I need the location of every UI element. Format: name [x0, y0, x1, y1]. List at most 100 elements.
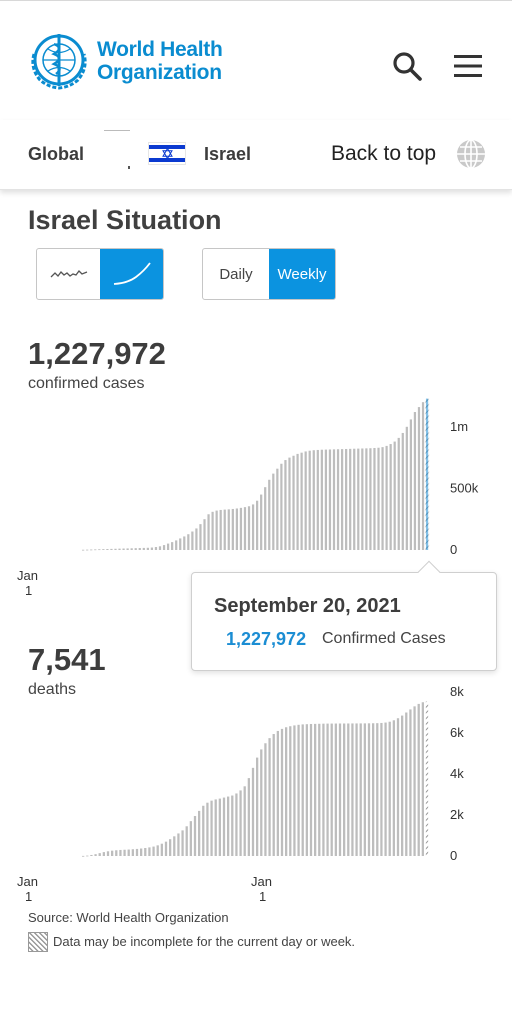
who-emblem-icon[interactable]: [26, 30, 92, 90]
chart-bar[interactable]: [90, 549, 93, 551]
chart-bar[interactable]: [187, 534, 190, 550]
chart-bar[interactable]: [296, 453, 299, 550]
chart-bar[interactable]: [98, 549, 101, 551]
chart-bar[interactable]: [385, 445, 388, 550]
chart-bar[interactable]: [183, 536, 186, 550]
chart-bar[interactable]: [256, 500, 259, 550]
chart-bar[interactable]: [110, 548, 113, 550]
chart-bar[interactable]: [193, 816, 197, 856]
chart-bar[interactable]: [363, 723, 366, 856]
chart-bar[interactable]: [397, 437, 400, 550]
chart-bar[interactable]: [359, 723, 362, 856]
chart-bar[interactable]: [131, 849, 134, 856]
chart-bar[interactable]: [86, 549, 89, 551]
chart-bar[interactable]: [312, 450, 315, 550]
chart-bar[interactable]: [272, 734, 275, 856]
chart-bar[interactable]: [102, 549, 105, 550]
linear-chart-option[interactable]: [37, 249, 100, 299]
chart-bar[interactable]: [318, 723, 321, 856]
chart-bar[interactable]: [293, 725, 296, 856]
chart-bar[interactable]: [332, 449, 336, 550]
chart-bar[interactable]: [280, 728, 284, 856]
chart-bar[interactable]: [171, 542, 174, 550]
chart-bar[interactable]: [396, 718, 400, 856]
chart-bar[interactable]: [417, 407, 421, 550]
chart-bar[interactable]: [392, 720, 395, 856]
chart-bar[interactable]: [119, 849, 122, 856]
chart-bar[interactable]: [272, 473, 275, 550]
chart-bar[interactable]: [372, 723, 375, 856]
chart-bar[interactable]: [102, 852, 105, 856]
chart-bar[interactable]: [351, 723, 354, 856]
chart-bar[interactable]: [264, 487, 267, 550]
chart-bar[interactable]: [179, 538, 182, 550]
chart-bar[interactable]: [292, 455, 295, 550]
chart-bar[interactable]: [338, 723, 342, 856]
chart-bar[interactable]: [160, 843, 163, 856]
chart-bar[interactable]: [276, 468, 279, 550]
chart-bar[interactable]: [239, 507, 243, 550]
chart-bar[interactable]: [231, 795, 234, 856]
chart-bar[interactable]: [243, 786, 246, 856]
chart-bar[interactable]: [195, 528, 198, 550]
chart-bar[interactable]: [347, 723, 350, 856]
chart-bar[interactable]: [148, 847, 151, 856]
chart-bar[interactable]: [210, 800, 213, 856]
chart-bar[interactable]: [256, 757, 259, 856]
chart-bar[interactable]: [189, 821, 192, 856]
chart-bar[interactable]: [316, 449, 319, 550]
chart-bar[interactable]: [417, 703, 420, 856]
chart-bar[interactable]: [166, 543, 170, 550]
chart-bar-latest[interactable]: [425, 701, 429, 856]
chart-bar[interactable]: [235, 508, 238, 550]
chart-bar[interactable]: [401, 432, 404, 550]
chart-bar[interactable]: [185, 826, 188, 856]
chart-bar[interactable]: [409, 709, 412, 856]
chart-bar[interactable]: [227, 796, 230, 856]
chart-bar[interactable]: [222, 797, 226, 856]
chart-bar[interactable]: [308, 450, 311, 550]
chart-bar[interactable]: [276, 730, 279, 856]
chart-bar[interactable]: [357, 448, 360, 550]
chart-bar[interactable]: [280, 463, 283, 550]
chart-bar[interactable]: [235, 793, 238, 856]
chart-bar[interactable]: [135, 848, 139, 856]
chart-bar[interactable]: [413, 706, 416, 856]
chart-bar[interactable]: [260, 749, 263, 856]
chart-bar[interactable]: [268, 479, 271, 550]
chart-bar[interactable]: [218, 798, 221, 856]
chart-bar[interactable]: [284, 460, 287, 550]
chart-bar[interactable]: [142, 547, 145, 550]
chart-bar[interactable]: [202, 805, 205, 856]
breadcrumb-country[interactable]: Israel: [204, 144, 252, 164]
chart-bar[interactable]: [297, 724, 300, 856]
globe-icon[interactable]: [456, 139, 486, 169]
chart-bar[interactable]: [215, 510, 218, 550]
chart-bar[interactable]: [118, 548, 121, 550]
chart-bar[interactable]: [140, 848, 143, 856]
cumulative-chart-option[interactable]: [100, 249, 163, 299]
chart-bar[interactable]: [158, 546, 162, 550]
chart-bar[interactable]: [405, 426, 408, 550]
chart-bar[interactable]: [376, 723, 379, 856]
chart-bar[interactable]: [175, 540, 178, 550]
chart-bar[interactable]: [207, 514, 210, 550]
chart-bar[interactable]: [126, 548, 129, 550]
chart-bar[interactable]: [243, 507, 247, 550]
chart-bar[interactable]: [94, 549, 97, 551]
chart-bar[interactable]: [98, 853, 101, 856]
chart-bar[interactable]: [123, 849, 126, 856]
chart-bar[interactable]: [231, 508, 234, 550]
chart-bar[interactable]: [381, 447, 384, 550]
chart-bar[interactable]: [211, 511, 214, 550]
daily-option[interactable]: Daily: [219, 265, 253, 283]
chart-bar[interactable]: [251, 504, 255, 550]
chart-bar[interactable]: [305, 724, 308, 856]
chart-bar[interactable]: [154, 547, 158, 550]
chart-bar[interactable]: [314, 723, 317, 856]
chart-bar[interactable]: [169, 839, 172, 856]
chart-bar[interactable]: [164, 841, 168, 856]
chart-bar[interactable]: [114, 548, 117, 550]
chart-bar[interactable]: [401, 715, 404, 856]
